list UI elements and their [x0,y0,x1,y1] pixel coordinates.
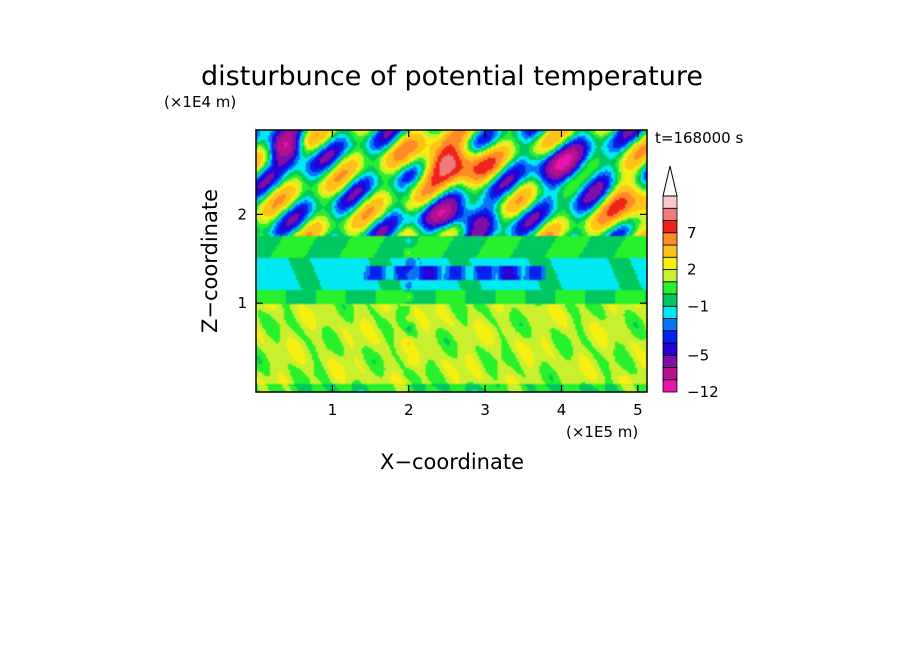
x-axis-ticks: 1 2 3 4 5 [328,130,643,419]
colorbar-label: 7 [687,224,697,242]
colorbar-swatch [662,367,678,381]
chart-title: disturbunce of potential temperature [201,61,703,92]
y-axis-label: Z−coordinate [198,189,222,333]
colorbar-swatch [662,330,678,344]
colorbar: 7 2 −1 −5 −12 [662,165,719,401]
colorbar-label: −5 [687,346,709,364]
colorbar-swatch [662,342,678,356]
plot-frame [255,129,648,393]
y-unit-label: (×1E4 m) [164,93,236,111]
colorbar-swatch [662,195,678,209]
heatmap-field [256,130,647,392]
x-tick-label: 5 [633,401,643,419]
colorbar-swatch [662,207,678,221]
colorbar-swatch [662,220,678,234]
x-tick-label: 2 [404,401,414,419]
colorbar-swatch [662,256,678,270]
time-label: t=168000 s [655,129,743,147]
colorbar-label: −1 [687,297,709,315]
colorbar-swatch [662,293,678,307]
colorbar-swatch [662,244,678,258]
x-unit-label: (×1E5 m) [566,423,638,441]
colorbar-swatch [662,269,678,283]
y-axis-ticks: 12 [237,205,647,312]
colorbar-swatch [662,379,678,393]
colorbar-extend-arrow [662,165,678,197]
y-tick-label: 1 [237,294,247,312]
colorbar-swatch [662,232,678,246]
x-tick-label: 3 [480,401,490,419]
x-tick-label: 1 [328,401,338,419]
y-tick-label: 2 [237,205,247,223]
colorbar-swatch [662,305,678,319]
x-axis-label: X−coordinate [380,450,524,474]
plot-area [255,129,648,393]
colorbar-swatch [662,318,678,332]
colorbar-swatch [662,354,678,368]
colorbar-swatch [662,281,678,295]
colorbar-label: 2 [687,261,697,279]
x-tick-label: 4 [557,401,567,419]
colorbar-label: −12 [687,383,719,401]
